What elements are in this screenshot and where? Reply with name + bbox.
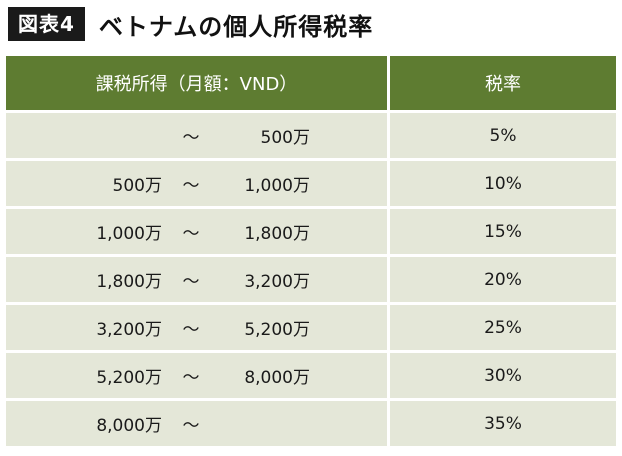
range-from: 1,000万 <box>96 224 162 244</box>
range-separator: 〜 <box>182 176 200 196</box>
income-range-cell: 3,200万〜 5,200万 <box>6 305 387 350</box>
range-to: 5,200万 <box>244 320 310 340</box>
range-separator: 〜 <box>182 272 200 292</box>
range-separator: 〜 <box>182 320 200 340</box>
table-row: 8,000万〜 35% <box>6 401 616 446</box>
figure-label: 図表4 <box>8 7 85 41</box>
range-separator: 〜 <box>182 368 200 388</box>
tax-rate-cell: 5% <box>390 113 616 158</box>
tax-rate-cell: 15% <box>390 209 616 254</box>
figure-title: ベトナムの個人所得税率 <box>98 12 374 41</box>
range-to: 1,000万 <box>244 176 310 196</box>
table-row: 1,000万〜 1,800万 15% <box>6 209 616 254</box>
tax-rate-cell: 35% <box>390 401 616 446</box>
table-row: 〜 500万 5% <box>6 113 616 158</box>
tax-rate-cell: 10% <box>390 161 616 206</box>
tax-rate-cell: 30% <box>390 353 616 398</box>
range-to: 3,200万 <box>244 272 310 292</box>
table-row: 3,200万〜 5,200万 25% <box>6 305 616 350</box>
income-range-cell: 8,000万〜 <box>6 401 387 446</box>
range-from: 5,200万 <box>96 368 162 388</box>
income-range-cell: 1,000万〜 1,800万 <box>6 209 387 254</box>
tax-rate-table: 課税所得（月額：VND） 税率 〜 500万 5% 500万〜 1,000万 10%… <box>6 56 616 449</box>
column-header-tax-rate: 税率 <box>390 56 616 110</box>
income-range-cell: 500万〜 1,000万 <box>6 161 387 206</box>
range-separator: 〜 <box>182 224 200 244</box>
range-from: 8,000万 <box>96 416 162 436</box>
range-separator: 〜 <box>182 128 200 148</box>
table-row: 5,200万〜 8,000万 30% <box>6 353 616 398</box>
range-separator: 〜 <box>182 416 200 436</box>
tax-rate-cell: 20% <box>390 257 616 302</box>
tax-rate-cell: 25% <box>390 305 616 350</box>
figure-header: 図表4 ベトナムの個人所得税率 <box>8 6 373 42</box>
range-to: 1,800万 <box>244 224 310 244</box>
table-row: 500万〜 1,000万 10% <box>6 161 616 206</box>
income-range-cell: 〜 500万 <box>6 113 387 158</box>
table-header-row: 課税所得（月額：VND） 税率 <box>6 56 616 110</box>
range-to: 8,000万 <box>244 368 310 388</box>
income-range-cell: 5,200万〜 8,000万 <box>6 353 387 398</box>
income-range-cell: 1,800万〜 3,200万 <box>6 257 387 302</box>
range-from: 3,200万 <box>96 320 162 340</box>
table-row: 1,800万〜 3,200万 20% <box>6 257 616 302</box>
range-from: 1,800万 <box>96 272 162 292</box>
column-header-taxable-income: 課税所得（月額：VND） <box>6 56 387 110</box>
range-from: 500万 <box>112 176 162 196</box>
range-to: 500万 <box>260 128 310 148</box>
